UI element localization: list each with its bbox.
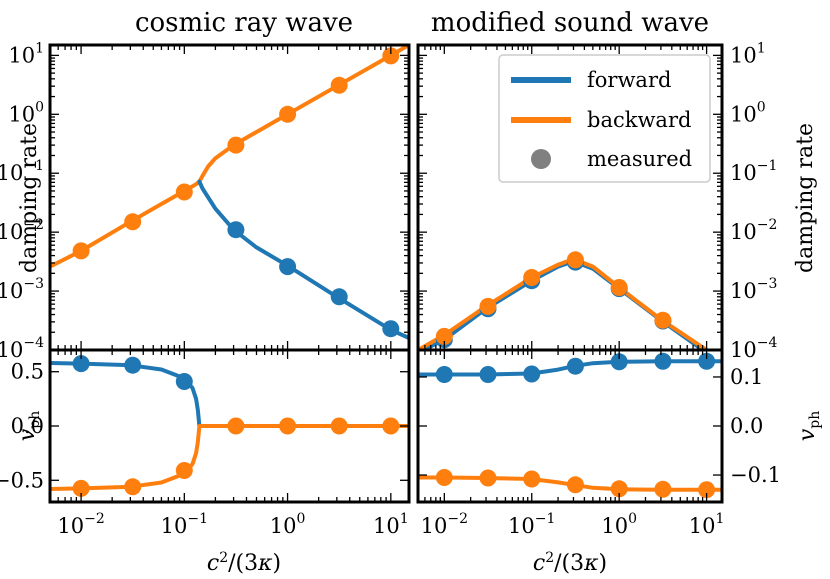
cr_damping-point-measured-backward-4 [279, 105, 297, 123]
cr_damping-point-measured-forward-0 [227, 221, 245, 239]
plot-area-cr_damping [50, 45, 409, 340]
cr_vph-point-measured-backward-0 [72, 479, 90, 497]
x-tick-label-ms_vph-2: 100 [601, 511, 637, 538]
y-tick-label-cr_damping-4: 100 [8, 99, 44, 126]
plot-area-cr_vph [50, 355, 409, 497]
cr_damping-point-measured-backward-1 [124, 213, 142, 231]
legend-label-backward: backward [587, 108, 691, 132]
cr_damping-point-measured-backward-0 [72, 242, 90, 260]
panel-title-right: modified sound wave [431, 8, 709, 38]
cr_damping-point-measured-backward-5 [330, 76, 348, 94]
cr_damping-point-measured-backward-3 [227, 136, 245, 154]
cr_vph-point-measured-backward-2 [175, 462, 193, 479]
legend-label-measured: measured [587, 147, 692, 171]
cr_vph-point-measured-backward-1 [124, 478, 142, 496]
cr_damping-point-measured-forward-3 [382, 320, 400, 338]
ms_vph-point-measured-backward-1 [479, 469, 497, 487]
cr_vph-line-backward [50, 424, 409, 491]
ms_vph-point-measured-forward-5 [654, 352, 672, 370]
y-tick-label-ms_damping-0: 10−4 [730, 335, 777, 362]
ms_damping-point-measured-backward-4 [610, 279, 628, 296]
cr_vph-point-measured-forward-2 [175, 373, 193, 390]
y-axis-title-bottom-right: vph [795, 411, 823, 441]
y-tick-label-cr_damping-5: 101 [8, 40, 44, 67]
y-tick-label-cr_vph-0: −0.5 [0, 468, 44, 492]
ms_damping-line-backward [418, 257, 711, 350]
ms_vph-point-measured-backward-4 [610, 480, 628, 498]
ms_vph-point-measured-forward-1 [479, 366, 497, 383]
cr_vph-point-measured-forward-0 [72, 355, 90, 373]
cr_vph-point-measured-backward-3 [227, 417, 245, 435]
ms_damping-point-measured-backward-1 [479, 297, 497, 315]
y-tick-label-ms_damping-3: 10−1 [730, 158, 777, 185]
y-tick-label-cr_damping-2: 10−2 [0, 217, 44, 244]
y-tick-label-ms_vph-0: −0.1 [730, 463, 781, 487]
cr_vph-line-forward [50, 361, 202, 428]
cr_damping-point-measured-backward-6 [382, 47, 400, 65]
cr_damping-line-backward [50, 45, 409, 269]
x-axis-title-right: c2/(3κ) [533, 550, 607, 576]
x-tick-label-ms_vph-3: 101 [689, 511, 725, 538]
ms_vph-point-measured-forward-2 [523, 365, 541, 383]
ticks-cr_damping [50, 45, 409, 351]
legend-swatch-measured [531, 149, 551, 169]
ms_vph-point-measured-backward-0 [435, 469, 453, 486]
y-tick-label-ms_damping-4: 100 [730, 99, 766, 126]
frame-cr_damping [48, 43, 411, 352]
x-tick-label-cr_vph-1: 10−1 [161, 511, 208, 538]
cr_damping-point-measured-backward-2 [175, 183, 193, 201]
x-axis-title-left: c2/(3κ) [207, 550, 281, 576]
legend-box [498, 54, 711, 183]
ms_damping-point-measured-backward-5 [654, 311, 672, 329]
frame-cr_vph [48, 348, 411, 504]
ms_vph-point-measured-backward-2 [523, 470, 541, 488]
plot-area-ms_damping [418, 251, 711, 350]
legend: forward backward measured [498, 54, 711, 183]
cr_damping-point-measured-forward-2 [330, 288, 348, 306]
ms_damping-point-measured-backward-0 [435, 327, 453, 345]
y-axis-title-top-left: damping rate [17, 123, 42, 273]
y-tick-label-cr_vph-1: 0.0 [11, 414, 44, 438]
ms_vph-point-measured-backward-6 [698, 481, 716, 499]
ms_vph-point-measured-backward-5 [654, 480, 672, 498]
ms_vph-point-measured-forward-0 [435, 366, 453, 383]
y-tick-label-ms_damping-2: 10−2 [730, 217, 777, 244]
ms_vph-point-measured-forward-6 [698, 352, 716, 370]
y-tick-label-ms_damping-1: 10−3 [730, 276, 777, 303]
y-tick-label-cr_damping-1: 10−3 [0, 276, 44, 303]
x-tick-label-cr_vph-0: 10−2 [57, 511, 104, 538]
plot-layer: 10−4 10−3 10−2 10−1 100 101 10−4 10−3 10−2 10−1 10… [0, 40, 781, 538]
panel-title-left: cosmic ray wave [135, 8, 353, 38]
cr_damping-line-forward [197, 179, 409, 340]
y-tick-label-cr_vph-2: 0.5 [11, 360, 44, 384]
x-tick-label-cr_vph-3: 101 [373, 511, 409, 538]
ms_damping-line-forward [418, 259, 707, 350]
y-tick-label-cr_damping-3: 10−1 [0, 158, 44, 185]
cr_vph-point-measured-backward-5 [330, 417, 348, 435]
plot-area-ms_vph [418, 352, 722, 499]
x-tick-label-ms_vph-0: 10−2 [421, 511, 468, 538]
cr_damping-point-measured-forward-1 [279, 258, 297, 276]
cr_vph-point-measured-forward-1 [124, 356, 142, 374]
x-tick-label-cr_vph-2: 100 [270, 511, 306, 538]
y-tick-label-cr_damping-0: 10−4 [0, 335, 44, 362]
ms_vph-point-measured-forward-3 [566, 357, 584, 375]
legend-label-forward: forward [587, 68, 671, 92]
frame-ms_vph [416, 348, 724, 504]
y-tick-label-ms_damping-5: 101 [730, 40, 766, 67]
cr_vph-point-measured-backward-4 [279, 417, 297, 435]
y-tick-label-ms_vph-1: 0.0 [730, 414, 763, 438]
y-tick-label-ms_vph-2: 0.1 [730, 365, 763, 389]
ms_vph-point-measured-backward-3 [566, 476, 584, 494]
ms_damping-point-measured-backward-3 [566, 251, 584, 269]
y-axis-title-top-right: damping rate [793, 123, 818, 273]
x-tick-label-ms_vph-1: 10−1 [508, 511, 555, 538]
y-axis-title-bottom-left: vph [15, 411, 43, 441]
ms_damping-point-measured-backward-2 [523, 269, 541, 286]
cr_vph-point-measured-backward-6 [382, 417, 400, 435]
ms_vph-point-measured-forward-4 [610, 353, 628, 371]
